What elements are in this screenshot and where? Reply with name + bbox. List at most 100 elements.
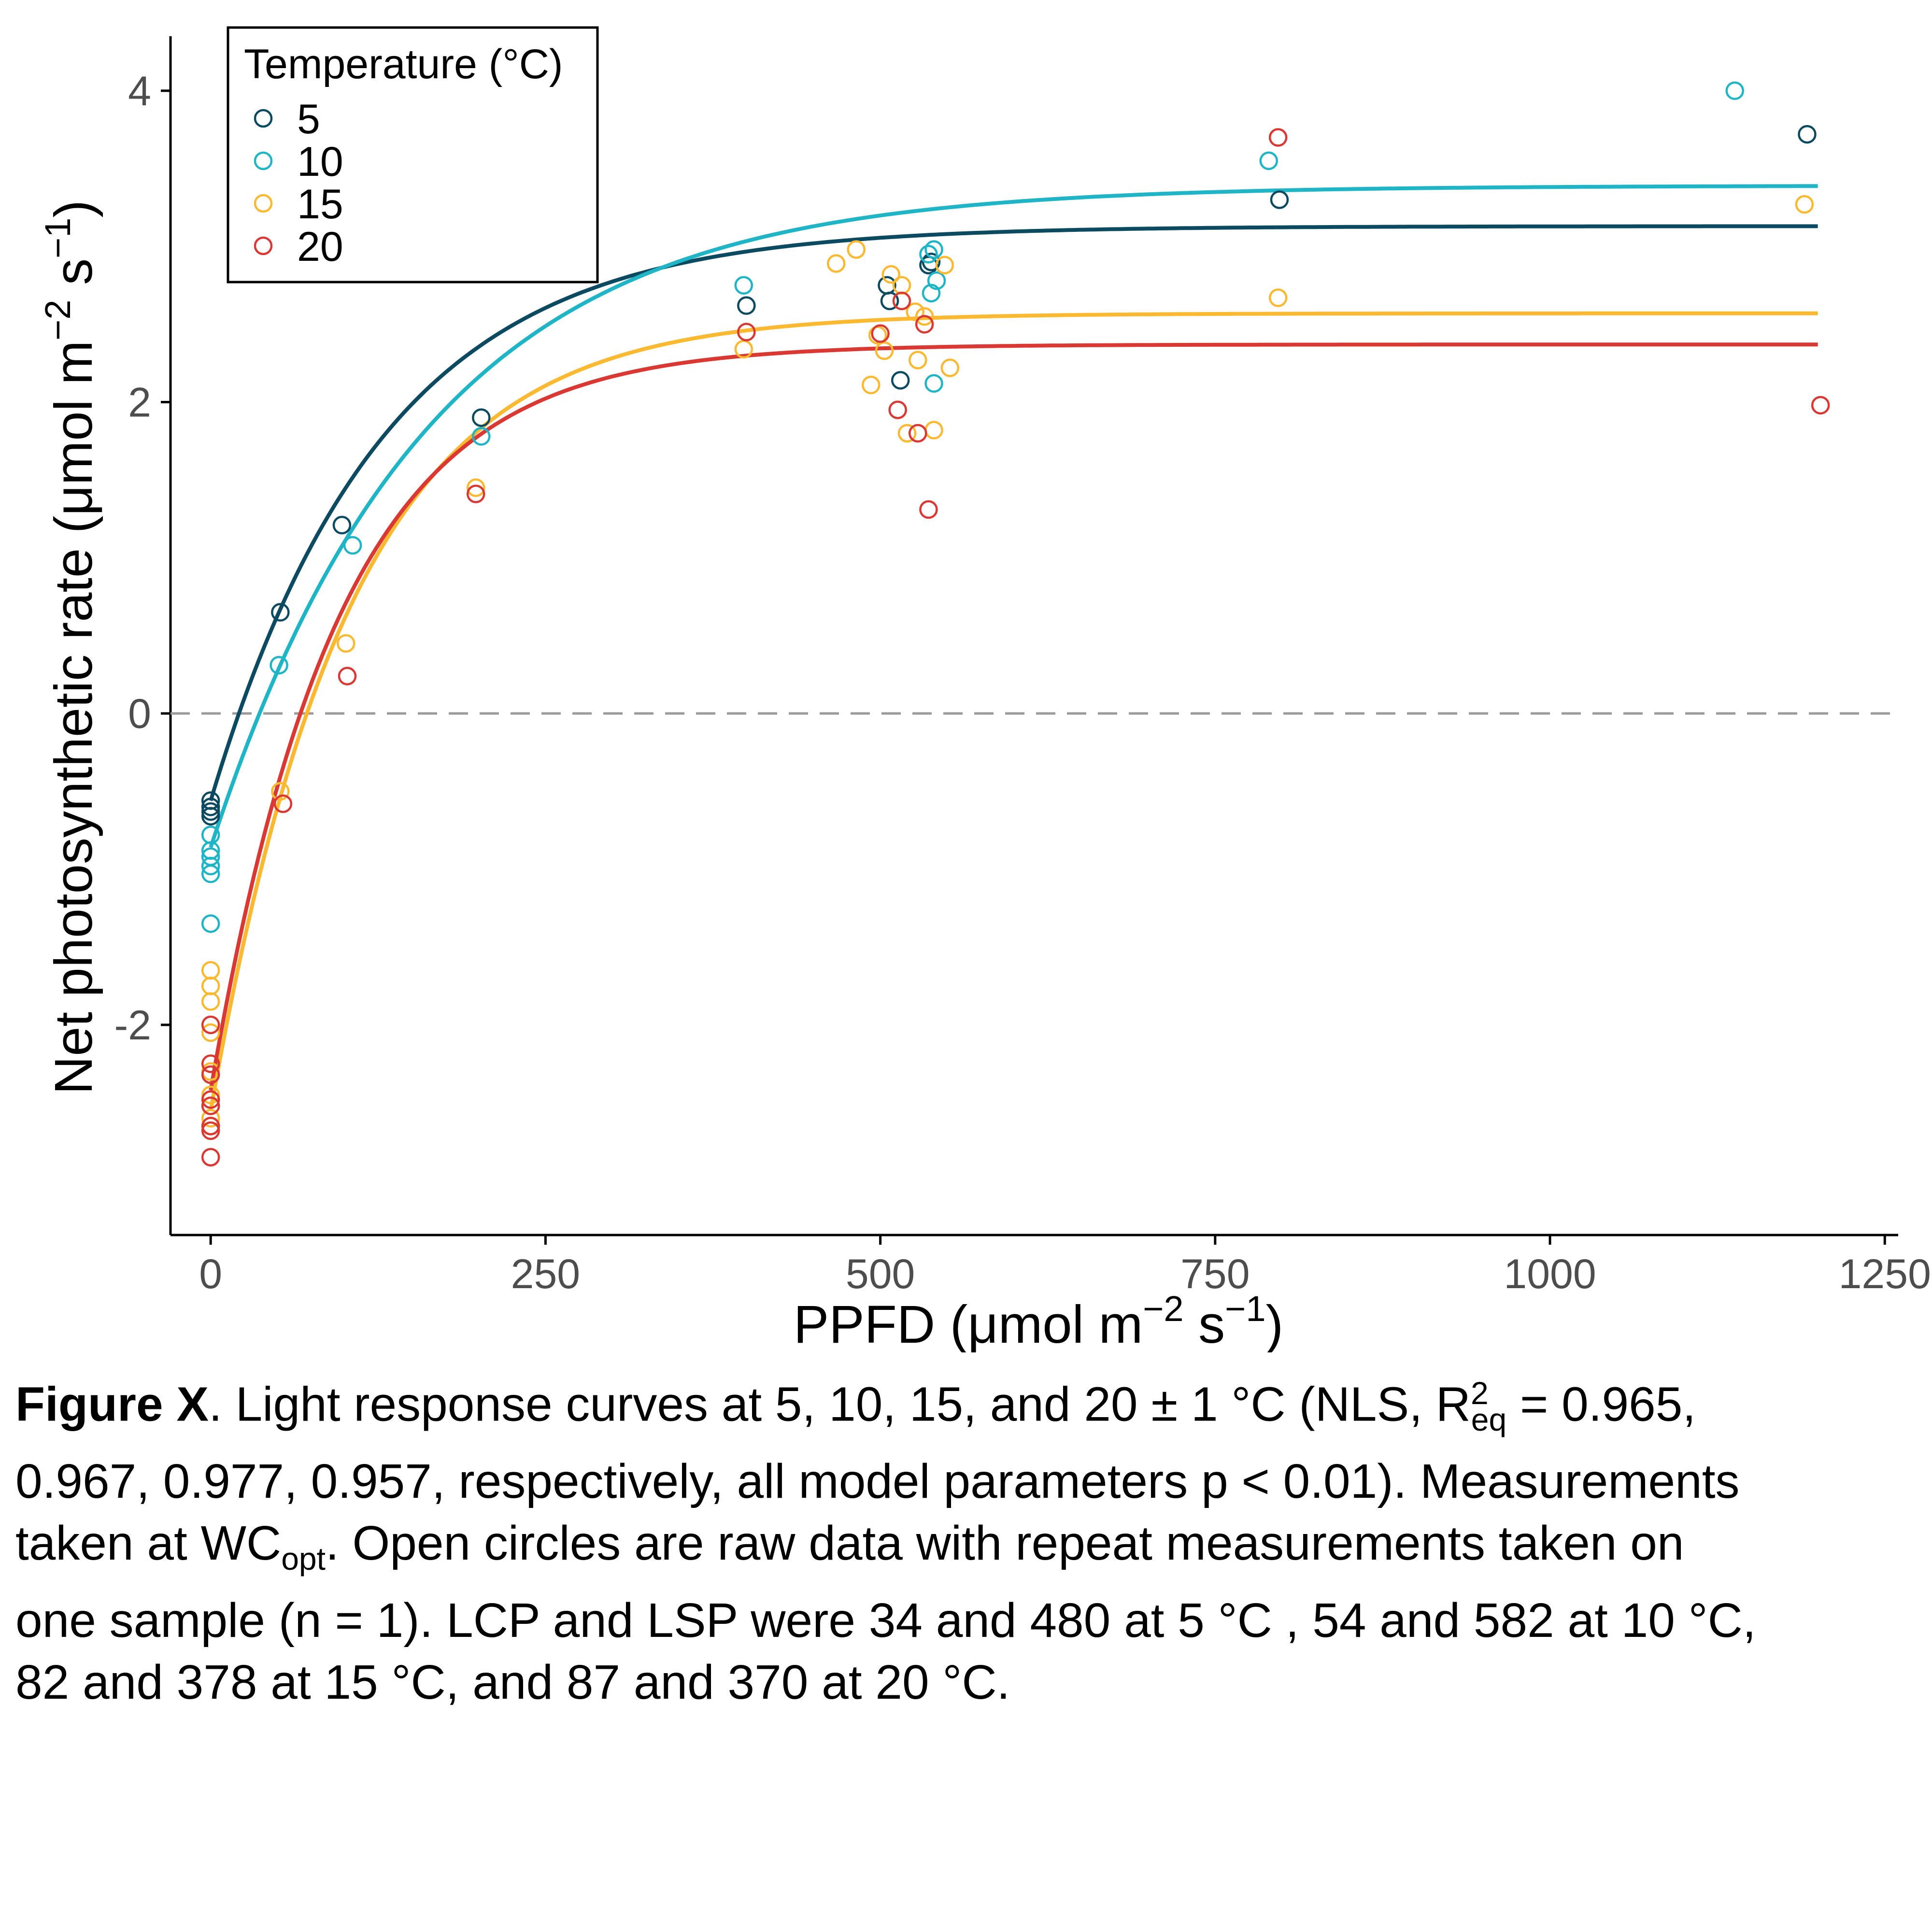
data-point-15 <box>861 375 881 395</box>
data-point-15 <box>915 307 934 326</box>
data-point-10 <box>201 914 220 933</box>
fit-curve-15 <box>209 311 1818 1111</box>
fit-curve-10 <box>209 184 1818 848</box>
x-tick-label: 750 <box>1180 1251 1250 1297</box>
data-point-10 <box>343 536 362 555</box>
data-point-15 <box>875 341 894 360</box>
data-point-15 <box>935 256 954 275</box>
data-point-15 <box>201 961 220 980</box>
data-point-15 <box>734 340 753 359</box>
legend-label-15: 15 <box>297 181 343 227</box>
caption-subscript: eq <box>1471 1402 1507 1438</box>
data-point-15 <box>201 992 220 1011</box>
x-tick-label: 250 <box>511 1251 581 1297</box>
data-point-10 <box>922 284 941 303</box>
data-point-10 <box>270 655 288 675</box>
data-point-15 <box>201 1108 220 1128</box>
caption-line-2: 0.967, 0.977, 0.957, respectively, all m… <box>15 1454 1740 1509</box>
data-point-15 <box>881 265 901 284</box>
data-point-5 <box>891 371 910 390</box>
data-point-20 <box>201 1096 220 1115</box>
data-point-10 <box>927 271 946 290</box>
data-point-5 <box>1798 125 1817 144</box>
data-point-20 <box>201 1054 220 1073</box>
data-point-20 <box>273 794 293 813</box>
data-point-15 <box>924 421 943 440</box>
axis-labels: PPFD (μmol m−2 s−1) Net photosynthetic r… <box>38 200 1283 1352</box>
data-point-15 <box>336 634 355 653</box>
fit-curve-20 <box>209 342 1818 1091</box>
data-point-20 <box>909 424 927 443</box>
caption-text: . Open circles are raw data with repeat … <box>325 1516 1684 1571</box>
data-point-15 <box>940 358 960 377</box>
data-point-5 <box>1270 190 1289 209</box>
legend-label-5: 5 <box>297 96 320 142</box>
x-tick-label: 1000 <box>1504 1251 1596 1297</box>
data-point-15 <box>201 1085 220 1105</box>
data-point-5 <box>332 515 352 535</box>
data-point-20 <box>1811 396 1830 415</box>
data-point-20 <box>201 1148 220 1167</box>
caption-line-5: 82 and 378 at 15 °C, and 87 and 370 at 2… <box>15 1655 1010 1710</box>
data-point-15 <box>826 254 846 273</box>
data-point-10 <box>919 245 938 264</box>
data-point-5 <box>201 807 220 826</box>
legend-label-20: 20 <box>297 224 343 270</box>
data-point-20 <box>201 1090 220 1109</box>
legend-title: Temperature (°C) <box>244 41 563 87</box>
fit-curves <box>209 184 1818 1111</box>
data-point-15 <box>906 302 924 321</box>
data-point-15 <box>1268 288 1288 307</box>
data-point-5 <box>880 291 899 311</box>
data-point-10 <box>1725 81 1744 100</box>
x-tick-label: 1250 <box>1839 1251 1931 1297</box>
legend-marker-10 <box>254 151 273 170</box>
y-tick-label: 4 <box>128 68 151 114</box>
caption-text: = 0.965, <box>1506 1377 1696 1432</box>
data-point-10 <box>472 427 491 446</box>
legend-box <box>227 26 599 284</box>
legend-label-10: 10 <box>297 139 343 185</box>
data-point-20 <box>201 1117 220 1136</box>
x-tick-label: 500 <box>846 1251 915 1297</box>
data-point-15 <box>201 977 220 995</box>
data-point-20 <box>201 1121 220 1140</box>
caption-line-1: Figure X. Light response curves at 5, 10… <box>15 1362 1923 1450</box>
legend-marker-5 <box>254 109 273 128</box>
data-point-5 <box>922 253 941 271</box>
caption-subscript: opt <box>281 1541 326 1577</box>
data-point-10 <box>201 864 220 883</box>
data-point-20 <box>201 1015 220 1035</box>
data-point-10 <box>201 856 220 876</box>
data-point-5 <box>271 603 290 622</box>
axes: 0 250 500 750 1000 1250 -2 0 2 4 <box>114 36 1931 1297</box>
data-point-20 <box>892 291 911 311</box>
data-point-15 <box>271 782 290 801</box>
figure-caption: Figure X. Light response curves at 5, 10… <box>15 1362 1923 1713</box>
legend-marker-20 <box>254 236 273 256</box>
data-point-20 <box>737 323 756 341</box>
data-point-15 <box>1795 195 1814 214</box>
caption-text: . Light response curves at 5, 10, 15, an… <box>209 1377 1471 1432</box>
x-tick-label: 0 <box>199 1251 222 1297</box>
legend-marker-15 <box>254 194 273 213</box>
data-point-10 <box>924 374 943 393</box>
data-point-20 <box>919 500 938 519</box>
y-tick-label: -2 <box>114 1002 151 1049</box>
caption-line-4: one sample (n = 1). LCP and LSP were 34 … <box>15 1593 1756 1648</box>
data-points <box>201 81 1830 1167</box>
caption-figure-label: Figure X <box>15 1377 209 1432</box>
y-tick-label: 0 <box>128 691 151 737</box>
data-point-5 <box>201 797 220 816</box>
y-tick-label: 2 <box>128 379 151 426</box>
data-point-15 <box>909 351 927 369</box>
data-point-20 <box>201 1065 220 1084</box>
data-point-10 <box>1259 151 1279 170</box>
data-point-20 <box>888 400 907 419</box>
data-point-15 <box>466 478 485 497</box>
data-point-10 <box>924 240 943 259</box>
data-point-20 <box>871 324 890 343</box>
data-point-10 <box>734 276 753 295</box>
data-point-15 <box>847 240 866 259</box>
data-point-5 <box>201 802 220 821</box>
